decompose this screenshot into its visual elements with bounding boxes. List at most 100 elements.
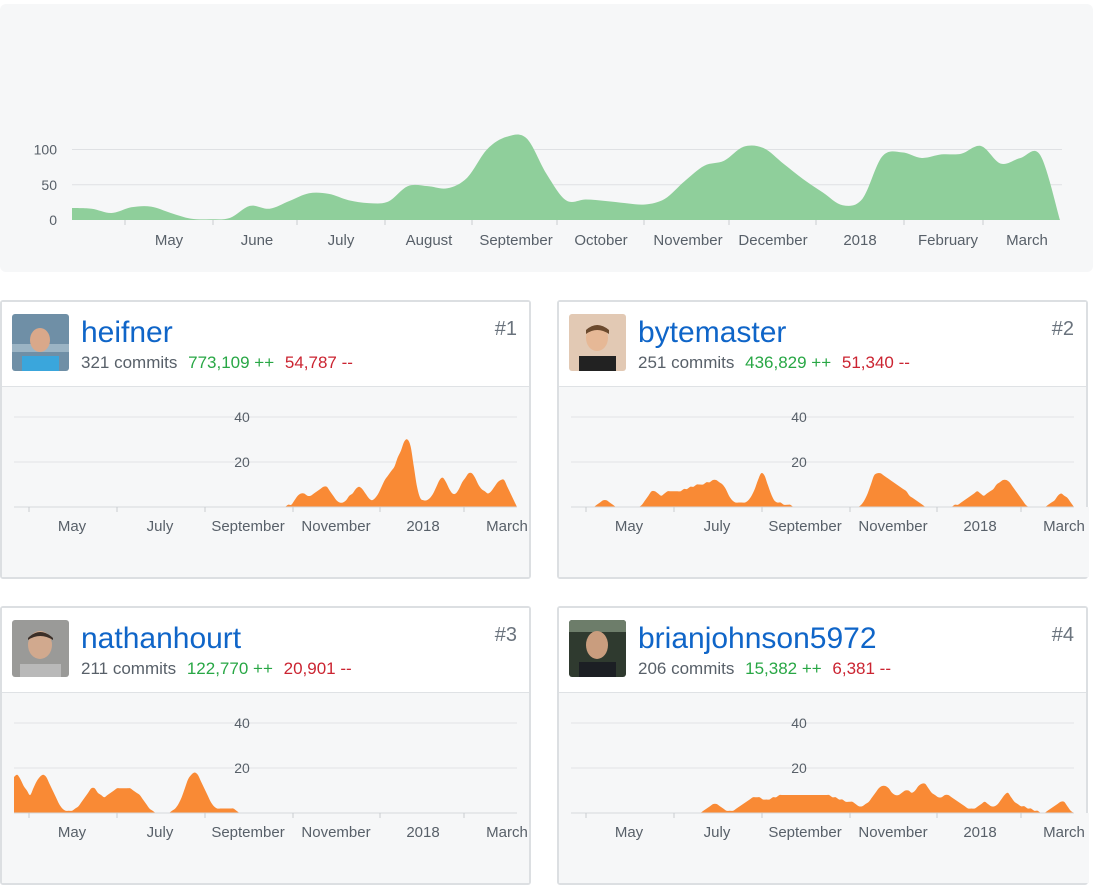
commit-count: 211 commits — [81, 659, 177, 678]
deletions-count: 20,901 -- — [283, 659, 352, 678]
contributor-username-link[interactable]: nathanhourt — [81, 622, 242, 655]
x-tick-label: May — [58, 824, 87, 841]
contributor-stats: 211 commits 122,770 ++ 20,901 -- — [81, 659, 352, 679]
additions-count: 122,770 ++ — [186, 659, 273, 678]
x-tick-label: August — [406, 232, 454, 249]
contributor-card-1: heifner #1 321 commits 773,109 ++ 54,787… — [0, 300, 532, 579]
contributor-activity-chart: 40 20 May July September November 2018 March — [559, 693, 1089, 883]
avatar[interactable] — [12, 314, 69, 371]
contributor-stats: 321 commits 773,109 ++ 54,787 -- — [81, 353, 353, 373]
contributor-card-3: nathanhourt #3 211 commits 122,770 ++ 20… — [0, 606, 532, 885]
contributor-stats: 206 commits 15,382 ++ 6,381 -- — [638, 659, 891, 679]
x-axis-band — [559, 813, 1089, 883]
x-axis-band — [2, 507, 532, 577]
avatar[interactable] — [12, 620, 69, 677]
person-photo-icon — [569, 620, 626, 677]
contributor-rank: #2 — [1051, 318, 1074, 340]
contributor-header: heifner #1 321 commits 773,109 ++ 54,787… — [2, 302, 529, 387]
avatar[interactable] — [569, 620, 626, 677]
x-tick-label: July — [704, 518, 731, 535]
x-tick-label: October — [574, 232, 627, 249]
x-tick-label: September — [768, 518, 841, 535]
x-tick-label: 2018 — [963, 518, 996, 535]
contributor-header: brianjohnson5972 #4 206 commits 15,382 +… — [559, 608, 1086, 693]
y-tick-label: 40 — [791, 409, 807, 425]
contributor-activity-chart: 40 20 May July September November 2018 March — [2, 387, 532, 577]
x-tick-label: July — [704, 824, 731, 841]
y-tick-label: 100 — [34, 142, 58, 158]
y-tick-label: 20 — [791, 454, 807, 470]
x-tick-label: September — [768, 824, 841, 841]
contributor-header: bytemaster #2 251 commits 436,829 ++ 51,… — [559, 302, 1086, 387]
contributor-activity-chart: 40 20 May July September November 2018 March — [559, 387, 1089, 577]
person-photo-icon — [12, 620, 69, 677]
x-tick-label: September — [479, 232, 552, 249]
contributor-header: nathanhourt #3 211 commits 122,770 ++ 20… — [2, 608, 529, 693]
x-axis-band — [2, 813, 532, 883]
contributor-area-series — [571, 783, 1074, 814]
avatar[interactable] — [569, 314, 626, 371]
x-tick-label: 2018 — [406, 518, 439, 535]
contributor-activity-chart: 40 20 May July September November 2018 March — [2, 693, 532, 883]
x-tick-label: December — [738, 232, 807, 249]
contributor-area-series — [14, 772, 517, 814]
person-photo-icon — [12, 314, 69, 371]
y-tick-label: 40 — [791, 715, 807, 731]
y-tick-label: 40 — [234, 715, 250, 731]
x-tick-label: March — [486, 518, 528, 535]
x-axis-band — [559, 507, 1089, 577]
additions-count: 773,109 ++ — [188, 353, 275, 372]
x-tick-label: July — [147, 824, 174, 841]
x-tick-label: March — [486, 824, 528, 841]
contributor-card-2: bytemaster #2 251 commits 436,829 ++ 51,… — [557, 300, 1089, 579]
contributor-area-series — [14, 439, 517, 508]
commit-count: 251 commits — [638, 353, 735, 372]
x-tick-label: September — [211, 824, 284, 841]
contributor-activity-svg: 40 20 May July September November 2018 March — [2, 409, 532, 577]
contributor-activity-svg: 40 20 May July September November 2018 March — [559, 715, 1089, 883]
x-tick-label: March — [1006, 232, 1048, 249]
contributor-username-link[interactable]: brianjohnson5972 — [638, 622, 877, 655]
x-tick-label: 2018 — [406, 824, 439, 841]
contributor-card-4: brianjohnson5972 #4 206 commits 15,382 +… — [557, 606, 1089, 885]
contributor-rank: #4 — [1051, 624, 1074, 646]
commit-count: 206 commits — [638, 659, 735, 678]
x-tick-label: July — [147, 518, 174, 535]
x-tick-label: June — [241, 232, 274, 249]
deletions-count: 6,381 -- — [832, 659, 892, 678]
commits-timeline-svg: 100 50 0 May June July August September October N… — [34, 134, 1062, 249]
x-tick-label: 2018 — [843, 232, 876, 249]
contributor-activity-svg: 40 20 May July September November 2018 March — [559, 409, 1089, 577]
commits-area-series — [72, 134, 1060, 220]
deletions-count: 54,787 -- — [284, 353, 353, 372]
x-tick-label: November — [858, 824, 927, 841]
y-tick-label: 50 — [41, 177, 57, 193]
additions-count: 436,829 ++ — [745, 353, 832, 372]
x-tick-label: November — [301, 518, 370, 535]
x-tick-label: May — [155, 232, 184, 249]
contributor-rank: #1 — [494, 318, 517, 340]
x-tick-label: November — [858, 518, 927, 535]
contributor-area-series — [571, 472, 1074, 508]
contributor-rank: #3 — [494, 624, 517, 646]
x-tick-label: May — [615, 518, 644, 535]
y-tick-label: 40 — [234, 409, 250, 425]
x-tick-label: September — [211, 518, 284, 535]
contributor-username-link[interactable]: bytemaster — [638, 316, 787, 349]
y-tick-label: 0 — [49, 212, 57, 228]
contributor-activity-svg: 40 20 May July September November 2018 March — [2, 715, 532, 883]
x-tick-label: March — [1043, 824, 1085, 841]
contributor-stats: 251 commits 436,829 ++ 51,340 -- — [638, 353, 910, 373]
x-tick-label: March — [1043, 518, 1085, 535]
y-tick-label: 20 — [234, 454, 250, 470]
y-tick-label: 20 — [234, 760, 250, 776]
x-tick-label: May — [58, 518, 87, 535]
x-tick-label: May — [615, 824, 644, 841]
x-tick-label: February — [918, 232, 979, 249]
x-tick-label: November — [653, 232, 722, 249]
x-tick-label: July — [328, 232, 355, 249]
contributor-username-link[interactable]: heifner — [81, 316, 173, 349]
x-tick-label: 2018 — [963, 824, 996, 841]
deletions-count: 51,340 -- — [841, 353, 910, 372]
additions-count: 15,382 ++ — [745, 659, 822, 678]
